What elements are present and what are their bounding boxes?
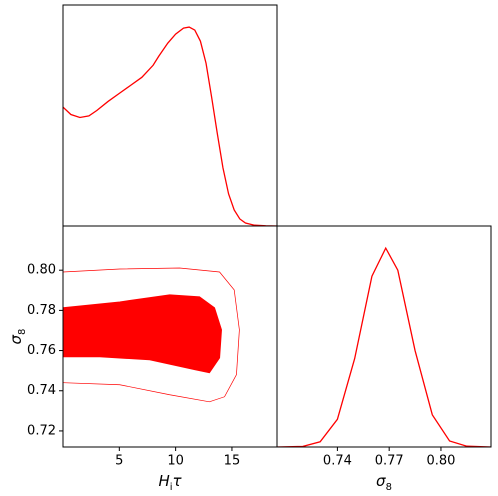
label-base: σ — [7, 334, 25, 344]
label-base: σ — [376, 472, 386, 490]
axis-label: σ8 — [7, 329, 28, 345]
label-sub: 8 — [386, 482, 392, 493]
y-tick-label: 0.76 — [27, 343, 56, 358]
axis-label: Hiτ — [158, 472, 182, 493]
panel-frame — [276, 225, 492, 448]
x-tick-label: 10 — [167, 454, 184, 469]
y-tick-label: 0.80 — [27, 263, 56, 278]
x-tick-label: 0.77 — [375, 454, 404, 469]
x-tick-label: 0.74 — [323, 454, 352, 469]
density-curve — [63, 26, 277, 226]
plot-area — [63, 26, 277, 226]
x-tick-label: 15 — [224, 454, 241, 469]
label-sub: i — [170, 482, 173, 493]
x-tick-label: 5 — [115, 454, 123, 469]
density-curve — [277, 246, 491, 447]
y-tick-label: 0.74 — [27, 383, 56, 398]
label-sub: 8 — [17, 329, 28, 335]
axis-label: σ8 — [376, 472, 392, 493]
plot-area — [63, 267, 240, 403]
label-rest: τ — [173, 472, 183, 490]
panel-frame — [62, 4, 278, 227]
label-base: H — [158, 472, 169, 490]
y-tick-label: 0.78 — [27, 303, 56, 318]
contour-fill — [63, 294, 222, 374]
y-tick-label: 0.72 — [27, 423, 56, 438]
x-tick-label: 0.80 — [426, 454, 455, 469]
plot-area — [277, 246, 491, 447]
contour-line — [63, 267, 240, 403]
